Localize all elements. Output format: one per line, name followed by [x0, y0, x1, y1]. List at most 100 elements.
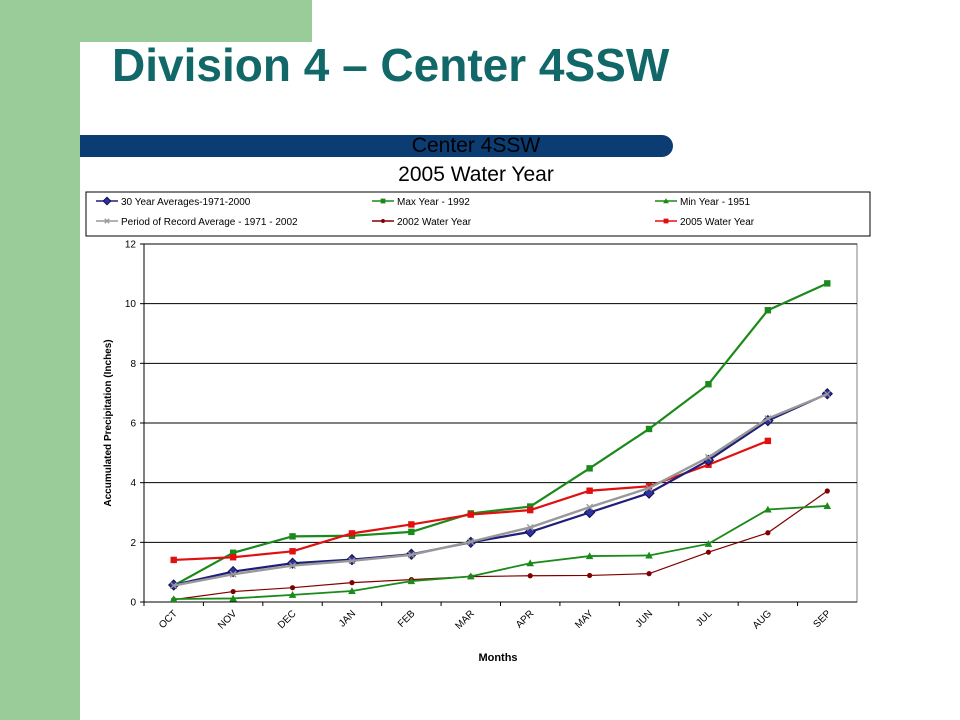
data-point	[823, 502, 832, 509]
data-point	[229, 594, 237, 602]
data-point	[645, 551, 653, 559]
series-line	[173, 282, 828, 587]
data-point	[663, 198, 669, 204]
legend-label: 2002 Water Year	[397, 217, 472, 228]
sidebar-bar	[0, 0, 80, 720]
data-point	[585, 552, 594, 560]
data-point	[824, 280, 831, 287]
data-point	[764, 505, 772, 513]
data-point	[586, 487, 593, 494]
series-line	[173, 392, 828, 587]
y-tick-label: 8	[130, 359, 136, 370]
legend-item: 30 Year Averages-1971-2000	[96, 196, 251, 208]
chart-subtitle: 2005 Water Year	[398, 163, 554, 186]
x-axis-ticks: OCT NOV DEC JAN FEB MAR APR MAY JUN JUL AUG SEP	[143, 602, 834, 632]
y-tick-label: 4	[130, 478, 136, 489]
x-tick-label: MAY	[573, 608, 596, 631]
data-point	[587, 572, 593, 579]
series-line	[173, 505, 828, 600]
data-point	[104, 218, 110, 224]
data-point	[229, 549, 237, 556]
y-tick-label: 12	[125, 240, 137, 251]
data-point	[349, 580, 355, 586]
series-2	[169, 502, 832, 603]
y-tick-label: 6	[130, 419, 136, 430]
data-point	[348, 587, 356, 595]
data-point	[289, 548, 296, 555]
x-axis-label: Months	[478, 652, 517, 664]
slide-title: Division 4 – Center 4SSW	[112, 39, 670, 91]
data-point	[348, 557, 356, 565]
data-point	[646, 571, 652, 577]
data-point	[102, 196, 112, 206]
data-point	[764, 437, 772, 445]
y-tick-label: 2	[130, 538, 136, 549]
data-point	[229, 554, 237, 561]
data-point	[381, 219, 385, 223]
data-point	[765, 530, 771, 536]
data-point	[762, 414, 774, 427]
data-point	[586, 503, 594, 511]
data-point	[467, 511, 474, 518]
data-point	[704, 540, 713, 547]
series-3	[170, 390, 831, 590]
y-axis-label: Accumulated Precipitation (Inches)	[103, 339, 114, 506]
top-accent-strip	[80, 0, 312, 42]
x-tick-label: JUN	[634, 608, 656, 630]
series-line	[173, 490, 828, 601]
data-point	[705, 549, 712, 555]
y-tick-label: 0	[130, 598, 136, 609]
data-point	[764, 415, 772, 422]
data-point	[705, 381, 712, 388]
data-point	[170, 582, 178, 590]
x-tick-label: JAN	[337, 608, 358, 629]
data-point	[230, 588, 236, 595]
legend-item: 2005 Water Year	[655, 217, 755, 228]
data-point	[645, 484, 653, 492]
data-point	[289, 533, 296, 540]
x-tick-label: APR	[514, 608, 536, 630]
legend: 30 Year Averages-1971-2000 Max Year - 199…	[96, 196, 755, 228]
legend-label: 30 Year Averages-1971-2000	[121, 197, 251, 208]
data-point	[527, 503, 534, 510]
data-point	[586, 465, 593, 472]
x-tick-label: OCT	[157, 608, 180, 631]
x-tick-label: NOV	[216, 608, 239, 631]
data-point	[527, 506, 534, 514]
data-point	[289, 585, 296, 591]
data-point	[348, 530, 356, 537]
x-tick-label: FEB	[396, 608, 418, 630]
data-point	[380, 198, 386, 204]
x-tick-label: AUG	[751, 608, 774, 631]
legend-label: Max Year - 1992	[397, 197, 470, 208]
legend-item: Min Year - 1951	[655, 197, 750, 208]
data-point	[645, 425, 653, 433]
legend-label: Period of Record Average - 1971 - 2002	[121, 217, 298, 228]
data-point	[764, 307, 772, 314]
data-point	[704, 453, 712, 461]
data-point	[170, 556, 177, 564]
legend-item: Max Year - 1992	[372, 197, 470, 208]
data-point	[527, 573, 533, 579]
series-line	[173, 392, 828, 587]
data-point	[643, 487, 655, 499]
data-point	[289, 562, 297, 570]
legend-label: 2005 Water Year	[680, 217, 755, 228]
x-tick-label: MAR	[453, 608, 477, 632]
data-point	[407, 551, 415, 559]
x-tick-label: DEC	[276, 608, 299, 631]
data-point	[663, 218, 669, 224]
data-point	[169, 595, 178, 603]
legend-item: 2002 Water Year	[372, 217, 472, 228]
chart-title-banner	[80, 135, 673, 157]
data-point	[288, 591, 297, 598]
y-tick-label: 10	[125, 299, 137, 310]
data-point	[526, 523, 534, 531]
data-point	[407, 577, 416, 585]
data-point	[408, 521, 415, 528]
x-tick-label: SEP	[811, 608, 833, 630]
data-point	[408, 528, 415, 536]
data-point	[467, 538, 475, 546]
chart-title: Center 4SSW	[412, 134, 541, 157]
